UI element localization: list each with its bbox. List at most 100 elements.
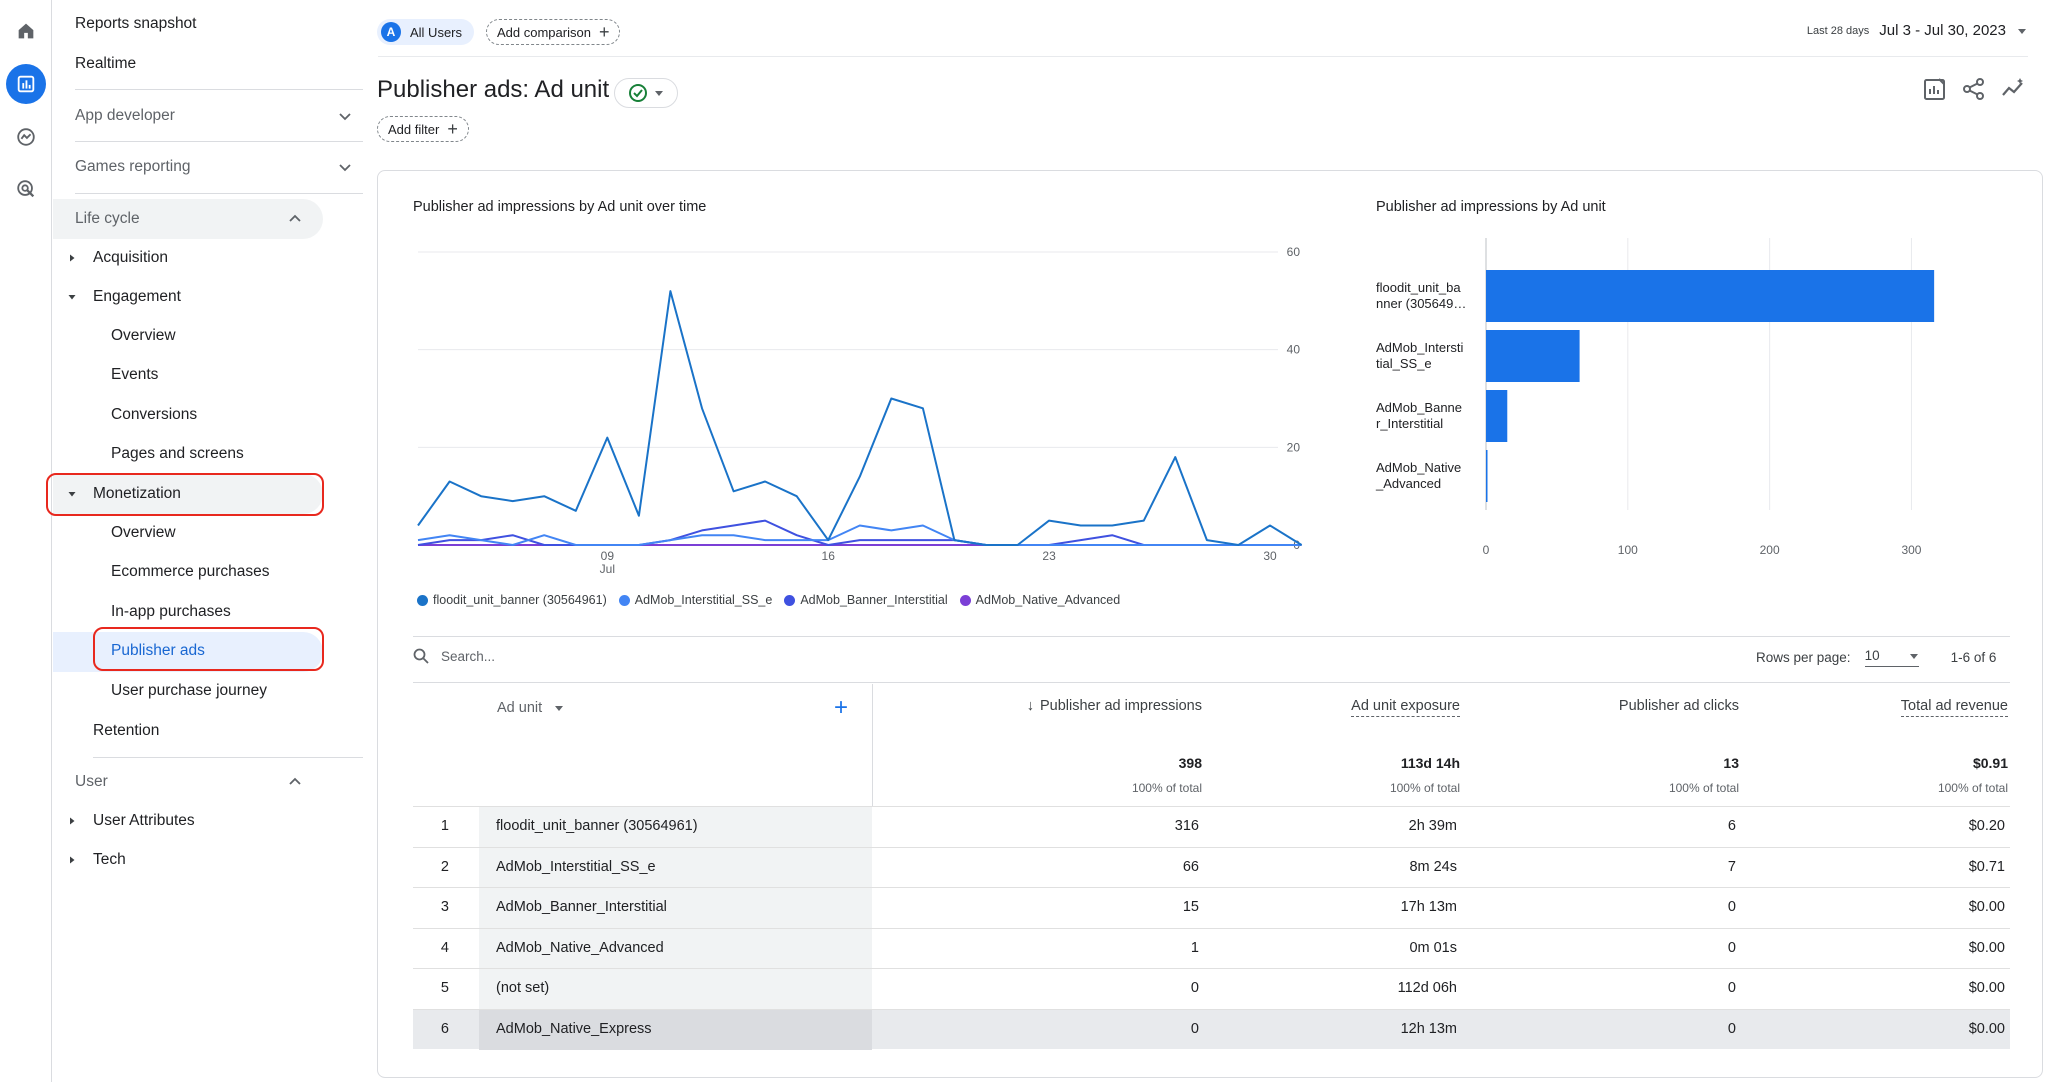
nav-engagement[interactable]: Engagement — [67, 278, 181, 316]
bar[interactable] — [1486, 450, 1488, 502]
section-label: User — [75, 773, 108, 790]
add-filter-button[interactable]: Add filter + — [377, 116, 469, 142]
column-header-exposure[interactable]: Ad unit exposure — [1351, 698, 1460, 717]
explore-icon[interactable] — [6, 117, 46, 157]
legend-swatch — [417, 594, 428, 606]
check-circle-icon — [629, 84, 647, 102]
rows-per-page-select[interactable]: 10 — [1864, 648, 1919, 667]
reports-icon[interactable] — [6, 64, 46, 104]
column-header-revenue[interactable]: Total ad revenue — [1900, 698, 2008, 717]
segment-chip-all-users[interactable]: A All Users — [377, 19, 475, 45]
series-line-3 — [417, 519, 1302, 546]
table-search[interactable]: Search... — [413, 648, 495, 664]
pagination-controls: Rows per page: 10 1-6 of 6 — [1756, 648, 1996, 667]
column-header-clicks[interactable]: Publisher ad clicks — [1619, 698, 1739, 714]
row-metric-value: 112d 06h — [1397, 980, 1457, 996]
section-games-reporting[interactable]: Games reporting — [75, 147, 373, 187]
date-range-picker[interactable]: Last 28 days Jul 3 - Jul 30, 2023 — [1807, 22, 2028, 39]
nav-events[interactable]: Events — [111, 366, 159, 383]
total-pct: 100% of total — [1131, 781, 1202, 795]
x-tick-label: 23 — [1042, 549, 1056, 563]
nav-in-app-purchases[interactable]: In-app purchases — [111, 603, 231, 620]
table-row[interactable]: 4 AdMob_Native_Advanced 1 0m 01s 0 $0.00 — [413, 927, 2010, 969]
table-row[interactable]: 2 AdMob_Interstitial_SS_e 66 8m 24s 7 $0.71 — [413, 846, 2010, 888]
row-metric-value: 316 — [1174, 818, 1199, 834]
legend-item[interactable]: AdMob_Native_Advanced — [959, 593, 1120, 607]
nav-publisher-ads[interactable]: Publisher ads — [111, 642, 205, 659]
nav-monetization-overview[interactable]: Overview — [111, 524, 176, 541]
row-dimension-value: floodit_unit_banner (30564961) — [496, 818, 698, 834]
nav-monetization[interactable]: Monetization — [67, 475, 181, 513]
x-tick-label: 0 — [1483, 543, 1490, 557]
add-comparison-button[interactable]: Add comparison + — [486, 19, 621, 45]
rows-per-page-value: 10 — [1864, 648, 1880, 663]
share-icon[interactable] — [1961, 76, 1987, 102]
section-app-developer[interactable]: App developer — [75, 96, 373, 136]
nav-tech[interactable]: Tech — [67, 841, 126, 879]
search-input[interactable]: Search... — [441, 648, 496, 664]
legend-item[interactable]: AdMob_Banner_Interstitial — [784, 593, 948, 607]
nav-realtime[interactable]: Realtime — [75, 55, 137, 72]
bar[interactable] — [1486, 390, 1508, 442]
nav-label: Engagement — [93, 288, 181, 305]
nav-acquisition[interactable]: Acquisition — [67, 239, 168, 277]
chevron-down-icon — [339, 113, 351, 121]
legend-item[interactable]: AdMob_Interstitial_SS_e — [618, 593, 772, 607]
icon-rail — [0, 0, 52, 1082]
total-exposure: 113d 14h — [1400, 755, 1460, 771]
home-icon[interactable] — [6, 11, 46, 51]
total-impressions: 398 — [1178, 755, 1202, 771]
total-revenue: $0.91 — [1972, 755, 2008, 771]
table-row[interactable]: 1 floodit_unit_banner (30564961) 316 2h 39m… — [413, 806, 2010, 847]
add-dimension-button[interactable]: + — [834, 694, 849, 721]
nav-engagement-overview[interactable]: Overview — [111, 327, 176, 344]
divider — [75, 89, 363, 90]
section-user[interactable]: User — [75, 762, 323, 802]
chevron-up-icon — [289, 214, 301, 222]
line-chart-legend: floodit_unit_banner (30564961) AdMob_Inte… — [417, 593, 1120, 607]
row-metric-value: 15 — [1182, 899, 1199, 915]
nav-user-purchase-journey[interactable]: User purchase journey — [111, 682, 267, 699]
bar[interactable] — [1486, 270, 1935, 322]
insights-icon[interactable] — [2000, 76, 2026, 102]
lifecycle-section-bg — [53, 199, 323, 239]
row-metric-value: $0.00 — [1968, 899, 2005, 915]
highlight-monetization — [46, 473, 324, 516]
bar-category-label: AdMob_Native _Advanced — [1376, 460, 1462, 491]
table-row[interactable]: 3 AdMob_Banner_Interstitial 15 17h 13m 0 $0.0… — [413, 887, 2010, 928]
page-title: Publisher ads: Ad unit — [377, 76, 610, 103]
divider — [413, 682, 2010, 683]
monetization-item-bg — [53, 474, 323, 514]
nav-pages-and-screens[interactable]: Pages and screens — [111, 445, 244, 462]
advertising-icon[interactable] — [6, 169, 46, 209]
caret-down-icon — [68, 295, 76, 300]
report-card — [377, 170, 2043, 1078]
bar[interactable] — [1486, 330, 1580, 382]
nav-reports-snapshot[interactable]: Reports snapshot — [75, 15, 197, 32]
total-pct: 100% of total — [1389, 781, 1460, 795]
row-index: 5 — [440, 980, 449, 996]
x-tick-label: 09 — [601, 549, 615, 563]
section-label: App developer — [75, 107, 175, 124]
nav-conversions[interactable]: Conversions — [111, 406, 198, 423]
table-row[interactable]: 6 AdMob_Native_Express 0 12h 13m 0 $0.00 — [413, 1008, 2010, 1050]
divider — [75, 193, 363, 194]
table-row[interactable]: 5 (not set) 0 112d 06h 0 $0.00 — [413, 968, 2010, 1009]
series-line-2 — [417, 524, 1302, 546]
nav-user-attributes[interactable]: User Attributes — [67, 802, 195, 840]
nav-ecommerce-purchases[interactable]: Ecommerce purchases — [111, 563, 270, 580]
x-tick-label: 100 — [1618, 543, 1638, 557]
section-life-cycle[interactable]: Life cycle — [75, 199, 323, 239]
chevron-up-icon — [289, 777, 301, 785]
row-metric-value: 0 — [1190, 1020, 1199, 1037]
column-header-impressions[interactable]: ↓ Publisher ad impressions — [1027, 698, 1202, 714]
row-index: 6 — [440, 1020, 449, 1037]
row-dimension-value: AdMob_Banner_Interstitial — [496, 899, 667, 915]
nav-retention[interactable]: Retention — [93, 712, 159, 750]
dimension-selector[interactable]: Ad unit — [497, 700, 564, 716]
report-status-chip[interactable] — [614, 78, 678, 108]
legend-item[interactable]: floodit_unit_banner (30564961) — [417, 593, 607, 607]
legend-swatch — [784, 594, 796, 606]
customize-report-icon[interactable] — [1922, 76, 1948, 102]
